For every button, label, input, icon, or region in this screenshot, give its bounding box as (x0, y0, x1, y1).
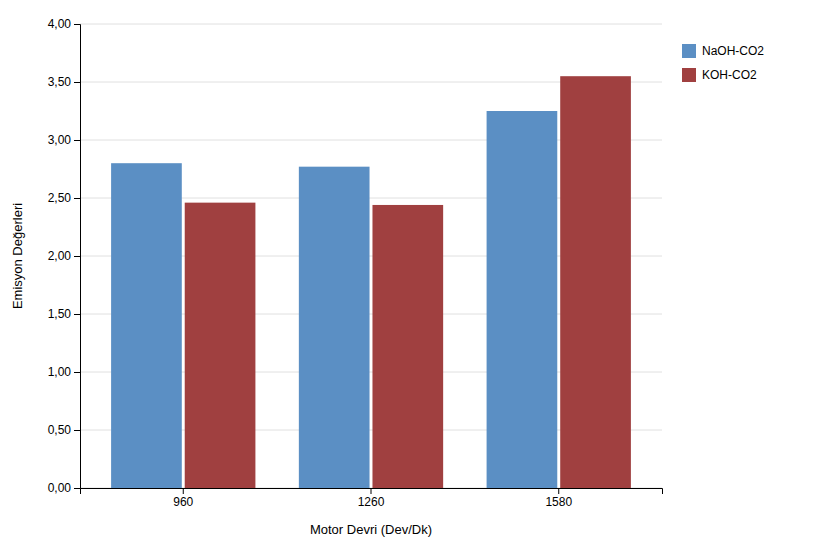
grid-line (80, 24, 662, 25)
tick-label: 0,50 (48, 423, 72, 437)
y-axis: 0,00 0,50 1,00 1,50 2,00 2,50 3,00 3,50 4,00 (48, 17, 81, 495)
tick: 4,00 (48, 17, 80, 31)
chart: 0,00 0,50 1,00 1,50 2,00 2,50 3,00 3,50 4,00 960 1… (0, 0, 822, 552)
tick-mark (558, 488, 559, 494)
tick-label: 0,00 (48, 481, 72, 495)
tick-label: 2,50 (48, 191, 72, 205)
tick: 0,00 (48, 481, 80, 495)
tick-label: 3,00 (48, 133, 72, 147)
legend-label: KOH-CO2 (702, 68, 757, 82)
legend-swatch (682, 68, 696, 82)
axis-line (81, 489, 663, 495)
plot: 0,00 0,50 1,00 1,50 2,00 2,50 3,00 3,50 4,00 960 1… (48, 17, 663, 508)
y-axis-title: Emisyon Değerleri (10, 203, 25, 309)
tick-label: 1,00 (48, 365, 72, 379)
tick: 3,00 (48, 133, 80, 147)
tick-label: 960 (173, 495, 193, 509)
bar-series (185, 76, 631, 488)
legend-item: NaOH-CO2 (682, 44, 764, 58)
tick-mark (74, 82, 80, 83)
bar (487, 111, 558, 488)
tick-mark (74, 198, 80, 199)
tick-mark (183, 488, 184, 494)
tick: 1,00 (48, 365, 80, 379)
tick-label: 1580 (545, 495, 572, 509)
bar (111, 163, 182, 488)
legend: NaOH-CO2 KOH-CO2 (682, 44, 764, 82)
tick: 2,50 (48, 191, 80, 205)
tick: 0,50 (48, 423, 80, 437)
bar (185, 203, 256, 488)
tick-mark (371, 488, 372, 494)
x-axis: 960 1260 1580 (81, 488, 663, 509)
tick-label: 1,50 (48, 307, 72, 321)
bar-series (111, 111, 557, 488)
tick-mark (74, 372, 80, 373)
tick-mark (74, 256, 80, 257)
tick: 2,00 (48, 249, 80, 263)
x-axis-title: Motor Devri (Dev/Dk) (310, 522, 432, 537)
tick-label: 2,00 (48, 249, 72, 263)
tick-label: 1260 (358, 495, 385, 509)
tick-mark (74, 314, 80, 315)
tick: 1580 (545, 488, 572, 509)
tick: 960 (173, 488, 193, 509)
tick: 1,50 (48, 307, 80, 321)
legend-swatch (682, 44, 696, 58)
tick-mark (74, 430, 80, 431)
legend-label: NaOH-CO2 (702, 44, 764, 58)
tick: 3,50 (48, 75, 80, 89)
tick: 1260 (358, 488, 385, 509)
axis-line (74, 25, 81, 489)
tick-mark (74, 24, 80, 25)
bar (372, 205, 443, 488)
bar (560, 76, 631, 488)
tick-label: 4,00 (48, 17, 72, 31)
grid (80, 24, 662, 488)
tick-mark (74, 140, 80, 141)
tick-label: 3,50 (48, 75, 72, 89)
bar (299, 167, 370, 488)
bars (111, 76, 631, 488)
tick-mark (74, 488, 80, 489)
legend-item: KOH-CO2 (682, 68, 757, 82)
